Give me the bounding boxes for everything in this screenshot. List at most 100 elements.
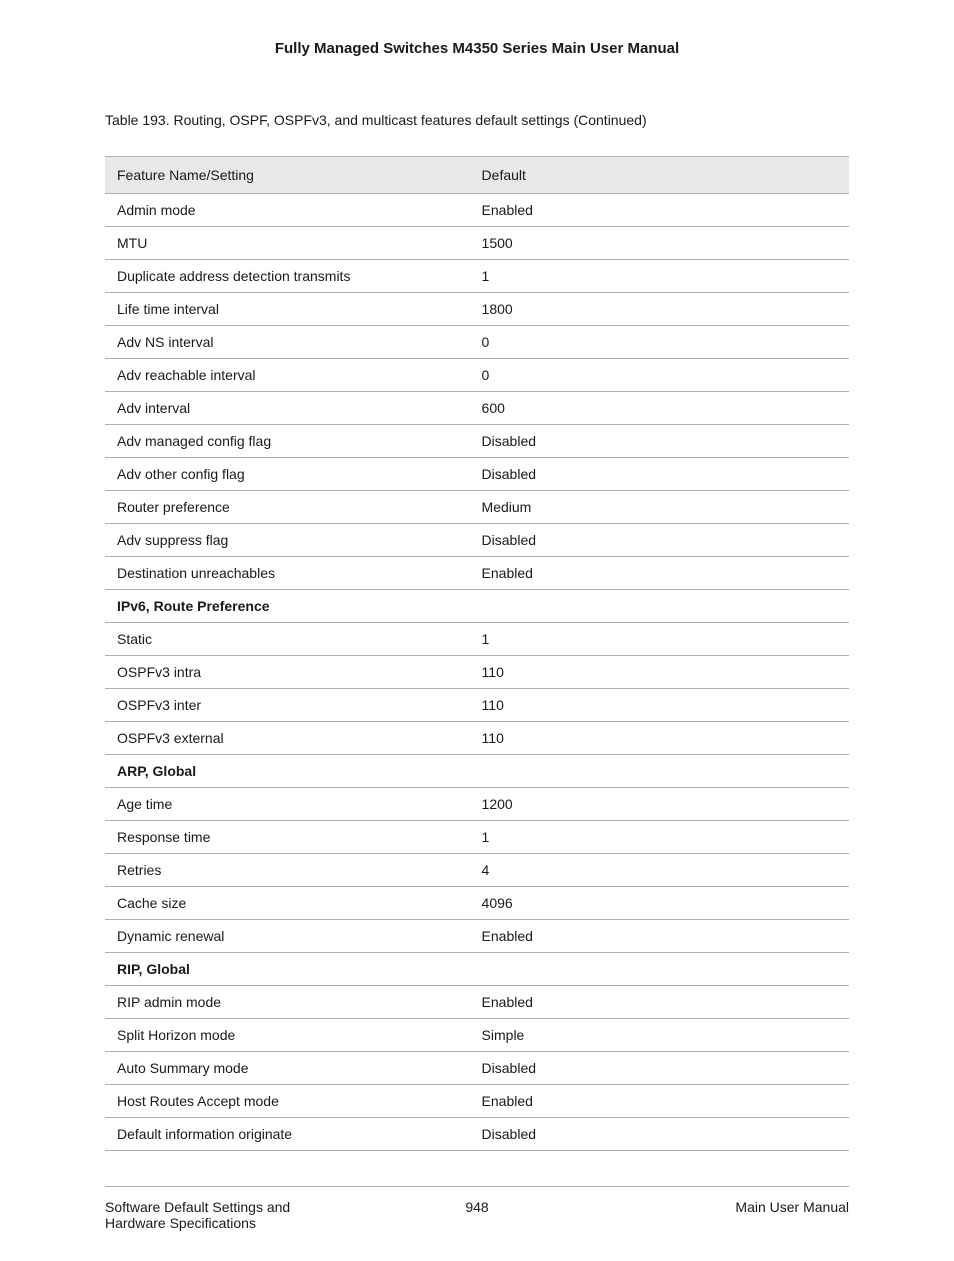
default-cell <box>470 590 849 623</box>
table-row: OSPFv3 inter110 <box>105 689 849 722</box>
default-cell: 1500 <box>470 227 849 260</box>
default-cell: Simple <box>470 1019 849 1052</box>
table-row: Response time1 <box>105 821 849 854</box>
feature-cell: Adv managed config flag <box>105 425 470 458</box>
document-page: Fully Managed Switches M4350 Series Main… <box>0 0 954 1261</box>
table-row: Adv reachable interval0 <box>105 359 849 392</box>
feature-cell: Host Routes Accept mode <box>105 1085 470 1118</box>
feature-cell: Destination unreachables <box>105 557 470 590</box>
table-row: Adv suppress flagDisabled <box>105 524 849 557</box>
feature-cell: Age time <box>105 788 470 821</box>
feature-cell: OSPFv3 external <box>105 722 470 755</box>
feature-cell: Admin mode <box>105 194 470 227</box>
feature-cell: Retries <box>105 854 470 887</box>
default-cell: Enabled <box>470 557 849 590</box>
default-cell: Disabled <box>470 425 849 458</box>
feature-cell: IPv6, Route Preference <box>105 590 470 623</box>
table-row: Dynamic renewalEnabled <box>105 920 849 953</box>
table-caption: Table 193. Routing, OSPF, OSPFv3, and mu… <box>105 112 849 128</box>
default-cell: Disabled <box>470 1052 849 1085</box>
feature-cell: Default information originate <box>105 1118 470 1151</box>
feature-cell: Response time <box>105 821 470 854</box>
table-row: Retries4 <box>105 854 849 887</box>
default-cell: 0 <box>470 359 849 392</box>
table-row: IPv6, Route Preference <box>105 590 849 623</box>
table-row: RIP, Global <box>105 953 849 986</box>
table-row: Default information originateDisabled <box>105 1118 849 1151</box>
feature-cell: Adv other config flag <box>105 458 470 491</box>
default-cell: 4 <box>470 854 849 887</box>
feature-cell: Adv interval <box>105 392 470 425</box>
table-body: Admin modeEnabledMTU1500Duplicate addres… <box>105 194 849 1151</box>
default-cell: 1 <box>470 821 849 854</box>
table-row: OSPFv3 intra110 <box>105 656 849 689</box>
table-row: Split Horizon modeSimple <box>105 1019 849 1052</box>
feature-cell: Cache size <box>105 887 470 920</box>
footer-left: Software Default Settings and Hardware S… <box>105 1199 445 1231</box>
table-row: OSPFv3 external110 <box>105 722 849 755</box>
table-row: Auto Summary modeDisabled <box>105 1052 849 1085</box>
table-row: Router preferenceMedium <box>105 491 849 524</box>
feature-cell: Adv NS interval <box>105 326 470 359</box>
footer-left-line1: Software Default Settings and <box>105 1199 290 1215</box>
table-row: Adv NS interval0 <box>105 326 849 359</box>
feature-cell: Router preference <box>105 491 470 524</box>
table-row: ARP, Global <box>105 755 849 788</box>
default-cell: Enabled <box>470 986 849 1019</box>
default-cell <box>470 953 849 986</box>
table-row: Cache size4096 <box>105 887 849 920</box>
table-row: Static1 <box>105 623 849 656</box>
table-row: Host Routes Accept modeEnabled <box>105 1085 849 1118</box>
default-cell: 0 <box>470 326 849 359</box>
default-cell: 1800 <box>470 293 849 326</box>
feature-cell: Adv reachable interval <box>105 359 470 392</box>
table-row: Adv interval600 <box>105 392 849 425</box>
default-cell: 110 <box>470 656 849 689</box>
default-cell: 600 <box>470 392 849 425</box>
table-row: Adv other config flagDisabled <box>105 458 849 491</box>
feature-cell: Life time interval <box>105 293 470 326</box>
table-row: Life time interval1800 <box>105 293 849 326</box>
feature-cell: Adv suppress flag <box>105 524 470 557</box>
feature-cell: OSPFv3 inter <box>105 689 470 722</box>
feature-cell: Static <box>105 623 470 656</box>
table-row: Duplicate address detection transmits1 <box>105 260 849 293</box>
default-cell: Enabled <box>470 920 849 953</box>
feature-cell: Duplicate address detection transmits <box>105 260 470 293</box>
default-cell: Medium <box>470 491 849 524</box>
footer-left-line2: Hardware Specifications <box>105 1215 256 1231</box>
page-footer: Software Default Settings and Hardware S… <box>105 1186 849 1231</box>
table-header-row: Feature Name/Setting Default <box>105 157 849 194</box>
default-cell: 1 <box>470 623 849 656</box>
default-cell: Disabled <box>470 458 849 491</box>
table-row: Adv managed config flagDisabled <box>105 425 849 458</box>
footer-page-number: 948 <box>445 1199 508 1215</box>
table-row: Destination unreachablesEnabled <box>105 557 849 590</box>
default-cell: 4096 <box>470 887 849 920</box>
default-cell: Enabled <box>470 1085 849 1118</box>
feature-cell: OSPFv3 intra <box>105 656 470 689</box>
table-row: Admin modeEnabled <box>105 194 849 227</box>
table-row: Age time1200 <box>105 788 849 821</box>
footer-right: Main User Manual <box>509 1199 849 1215</box>
column-header-default: Default <box>470 157 849 194</box>
default-cell: 110 <box>470 689 849 722</box>
settings-table: Feature Name/Setting Default Admin modeE… <box>105 156 849 1151</box>
default-cell: 1 <box>470 260 849 293</box>
default-cell: Disabled <box>470 524 849 557</box>
feature-cell: MTU <box>105 227 470 260</box>
default-cell: 1200 <box>470 788 849 821</box>
feature-cell: ARP, Global <box>105 755 470 788</box>
column-header-feature: Feature Name/Setting <box>105 157 470 194</box>
feature-cell: RIP, Global <box>105 953 470 986</box>
feature-cell: Dynamic renewal <box>105 920 470 953</box>
feature-cell: Auto Summary mode <box>105 1052 470 1085</box>
default-cell: Disabled <box>470 1118 849 1151</box>
page-title: Fully Managed Switches M4350 Series Main… <box>105 40 849 57</box>
table-row: RIP admin modeEnabled <box>105 986 849 1019</box>
default-cell: Enabled <box>470 194 849 227</box>
default-cell <box>470 755 849 788</box>
default-cell: 110 <box>470 722 849 755</box>
table-row: MTU1500 <box>105 227 849 260</box>
feature-cell: Split Horizon mode <box>105 1019 470 1052</box>
